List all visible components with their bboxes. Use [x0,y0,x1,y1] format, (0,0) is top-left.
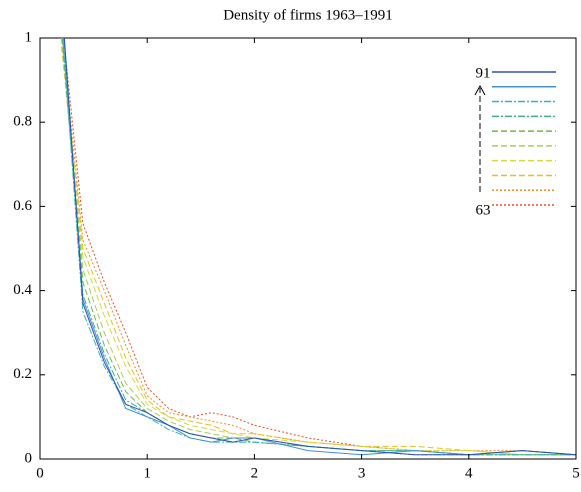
x-tick-label: 4 [465,465,473,481]
x-tick-label: 0 [36,465,44,481]
x-tick-label: 5 [572,465,580,481]
data-line [63,38,576,456]
x-tick-label: 2 [251,465,259,481]
legend-label: 63 [476,202,491,218]
data-line [60,38,576,456]
data-line [62,38,576,456]
y-tick-label: 0.8 [13,114,32,130]
y-tick-label: 0.2 [13,366,32,382]
legend-arrowhead [474,84,486,96]
y-tick-label: 0.6 [13,198,32,214]
data-line [60,38,576,456]
y-tick-label: 1 [25,29,33,45]
lines [60,38,576,456]
data-line [61,38,576,456]
y-tick-label: 0 [25,450,33,466]
x-tick-label: 3 [358,465,366,481]
data-line [61,38,576,456]
chart-title: Density of firms 1963–1991 [223,7,393,23]
data-line [61,38,576,456]
legend-label: 91 [476,65,491,81]
data-line [60,46,576,456]
y-tick-label: 0.4 [13,282,32,298]
plot-frame [39,37,577,460]
x-tick-label: 1 [143,465,151,481]
